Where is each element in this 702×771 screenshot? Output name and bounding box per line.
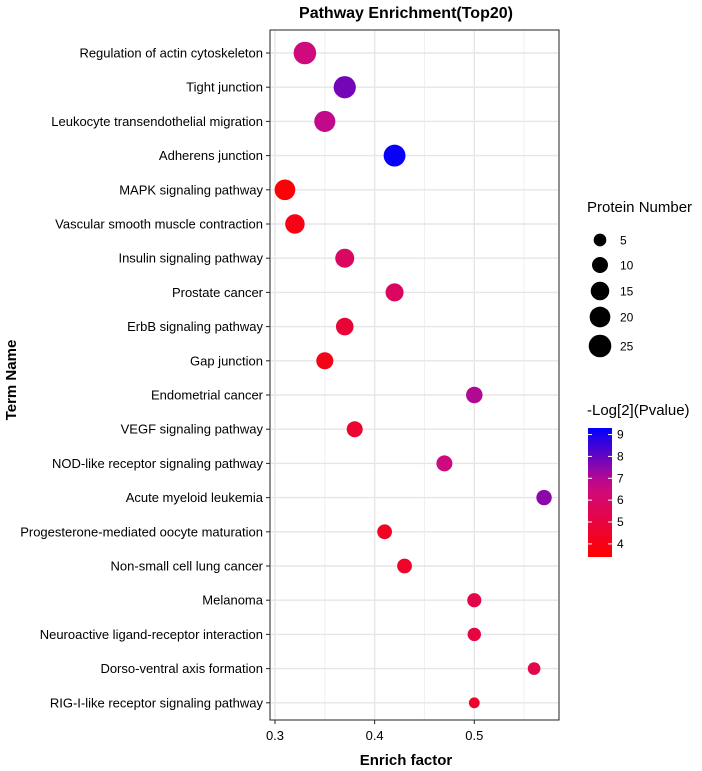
- y-tick-label: Prostate cancer: [172, 285, 264, 300]
- color-legend-label: 8: [617, 449, 624, 463]
- y-tick-label: ErbB signaling pathway: [127, 319, 263, 334]
- data-point: [383, 144, 406, 167]
- y-tick-label: Progesterone-mediated oocyte maturation: [20, 524, 263, 539]
- y-tick-label: Regulation of actin cytoskeleton: [79, 46, 263, 61]
- color-legend-label: 4: [617, 537, 624, 551]
- size-legend-label: 5: [620, 234, 627, 248]
- y-tick-label: RIG-I-like receptor signaling pathway: [50, 695, 264, 710]
- size-legend-label: 15: [620, 285, 634, 299]
- data-point: [468, 697, 480, 709]
- data-point: [316, 352, 334, 370]
- color-legend-label: 7: [617, 471, 624, 485]
- size-legend-key: [593, 233, 607, 247]
- data-point: [436, 455, 453, 472]
- data-point: [536, 489, 552, 506]
- data-point: [467, 627, 482, 642]
- color-legend-label: 5: [617, 515, 624, 529]
- size-legend-key: [588, 334, 612, 358]
- y-tick-label: Vascular smooth muscle contraction: [55, 217, 263, 232]
- y-tick-label: Endometrial cancer: [151, 388, 264, 403]
- y-tick-label: Gap junction: [190, 353, 263, 368]
- data-point: [466, 386, 483, 404]
- y-tick-label: NOD-like receptor signaling pathway: [52, 456, 263, 471]
- data-point: [527, 662, 541, 675]
- y-tick-label: Tight junction: [186, 80, 263, 95]
- chart-title: Pathway Enrichment(Top20): [299, 5, 513, 22]
- size-legend-key: [592, 257, 608, 273]
- size-legend-title: Protein Number: [587, 199, 692, 216]
- data-point: [335, 317, 354, 336]
- data-point: [385, 283, 404, 302]
- color-legend-title: -Log[2](Pvalue): [587, 402, 690, 419]
- data-point: [467, 593, 482, 608]
- data-point: [335, 248, 355, 268]
- y-tick-label: Insulin signaling pathway: [118, 251, 263, 266]
- y-tick-label: VEGF signaling pathway: [121, 422, 264, 437]
- size-legend-label: 20: [620, 311, 634, 325]
- y-tick-label: Dorso-ventral axis formation: [100, 661, 263, 676]
- x-tick-label: 0.4: [366, 728, 384, 743]
- y-axis-title: Term Name: [3, 340, 20, 421]
- data-point: [397, 558, 412, 574]
- data-point: [346, 421, 363, 438]
- size-legend: Protein Number 5 10 15 20 25: [587, 199, 692, 358]
- size-legend-label: 10: [620, 259, 634, 273]
- size-legend-label: 25: [620, 340, 634, 354]
- color-legend-label: 9: [617, 428, 624, 442]
- data-point: [377, 524, 392, 540]
- color-legend: -Log[2](Pvalue) 4 5 6 7 8 9: [587, 402, 690, 557]
- data-point: [293, 41, 317, 65]
- color-legend-label: 6: [617, 493, 624, 507]
- y-tick-label: MAPK signaling pathway: [119, 182, 263, 197]
- y-tick-label: Leukocyte transendothelial migration: [51, 114, 263, 129]
- x-tick-label: 0.3: [266, 728, 284, 743]
- y-tick-label: Acute myeloid leukemia: [126, 490, 264, 505]
- plot-area: [269, 29, 560, 721]
- x-axis-title: Enrich factor: [360, 752, 453, 769]
- y-tick-label: Adherens junction: [159, 148, 263, 163]
- size-legend-key: [589, 306, 611, 328]
- size-legend-key: [590, 281, 610, 301]
- data-point: [285, 214, 305, 234]
- color-legend-bar: [588, 428, 612, 557]
- y-tick-label: Neuroactive ligand-receptor interaction: [40, 627, 263, 642]
- data-point: [314, 110, 336, 132]
- x-tick-label: 0.5: [465, 728, 483, 743]
- y-axis-labels: Regulation of actin cytoskeleton Tight ju…: [20, 46, 270, 710]
- data-point: [333, 76, 356, 99]
- plot-panel: [269, 29, 560, 721]
- y-tick-label: Melanoma: [202, 593, 263, 608]
- x-axis-labels: 0.3 0.4 0.5: [266, 720, 483, 743]
- data-point: [274, 179, 296, 201]
- y-tick-label: Non-small cell lung cancer: [111, 559, 264, 574]
